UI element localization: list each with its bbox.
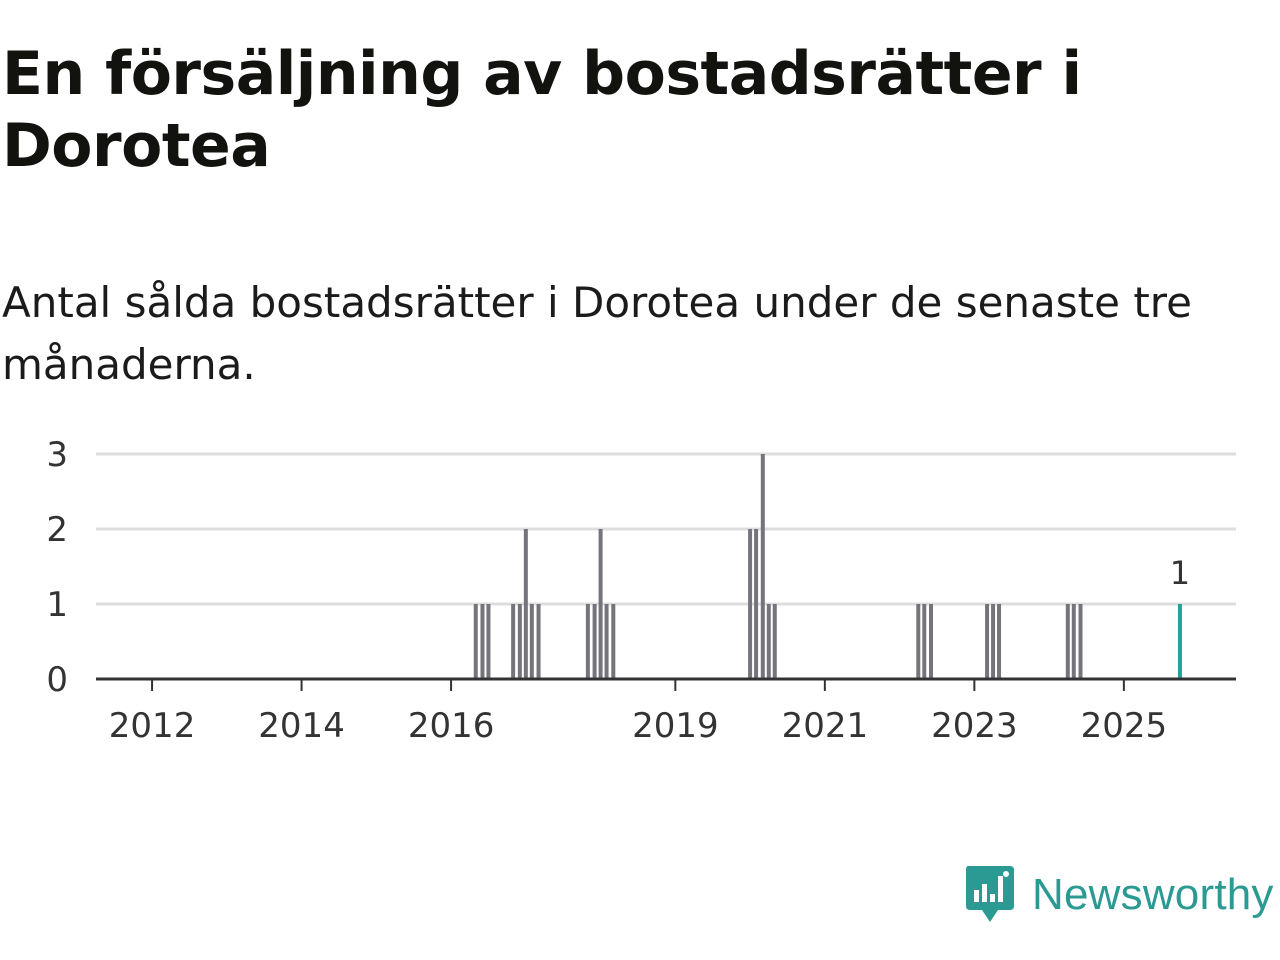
bar [766, 604, 771, 679]
bar [748, 529, 753, 679]
bar [511, 604, 516, 679]
data-label: 1 [1170, 554, 1190, 592]
newsworthy-logo-icon [966, 866, 1014, 922]
labels: 0 1 2 3 1 2012 2014 2016 2019 2021 2023 2025 [46, 435, 1190, 746]
bar [585, 604, 590, 679]
x-tick-label: 2021 [782, 706, 869, 746]
y-tick-label: 2 [46, 510, 68, 550]
bar [1065, 604, 1070, 679]
highlight-bar [1177, 604, 1182, 679]
chart-title: En försäljning av bostadsrätter i Dorote… [2, 39, 1082, 181]
x-tick-label: 2019 [632, 706, 719, 746]
axes [96, 677, 1236, 691]
bar [523, 529, 528, 679]
bar [991, 604, 996, 679]
y-tick-label: 3 [46, 435, 68, 475]
chart-subtitle: Antal sålda bostadsrätter i Dorotea unde… [2, 278, 1192, 389]
bar [604, 604, 609, 679]
bar [598, 529, 603, 679]
gridlines [96, 452, 1236, 606]
bar-chart: 0 1 2 3 1 2012 2014 2016 2019 2021 2023 2025 [46, 435, 1236, 746]
brand-name: Newsworthy [1032, 870, 1274, 919]
bar [929, 604, 934, 679]
bar [997, 604, 1002, 679]
bar [480, 604, 485, 679]
bar [486, 604, 491, 679]
y-tick-label: 1 [46, 585, 68, 625]
bar [1078, 604, 1083, 679]
bar [916, 604, 921, 679]
bar [592, 604, 597, 679]
bar [760, 454, 765, 679]
bar [1071, 604, 1076, 679]
bar [517, 604, 522, 679]
bar [529, 604, 534, 679]
bar [611, 604, 616, 679]
bar [473, 604, 478, 679]
bar [754, 529, 759, 679]
x-tick-label: 2023 [931, 706, 1018, 746]
bar [536, 604, 541, 679]
bar [985, 604, 990, 679]
x-tick-label: 2014 [258, 706, 345, 746]
bars [473, 454, 1182, 679]
y-tick-label: 0 [46, 660, 68, 700]
x-tick-label: 2016 [408, 706, 495, 746]
bar [922, 604, 927, 679]
x-tick-label: 2025 [1081, 706, 1168, 746]
x-tick-label: 2012 [109, 706, 196, 746]
bar [772, 604, 777, 679]
newsworthy-logo[interactable]: Newsworthy [964, 864, 1274, 926]
